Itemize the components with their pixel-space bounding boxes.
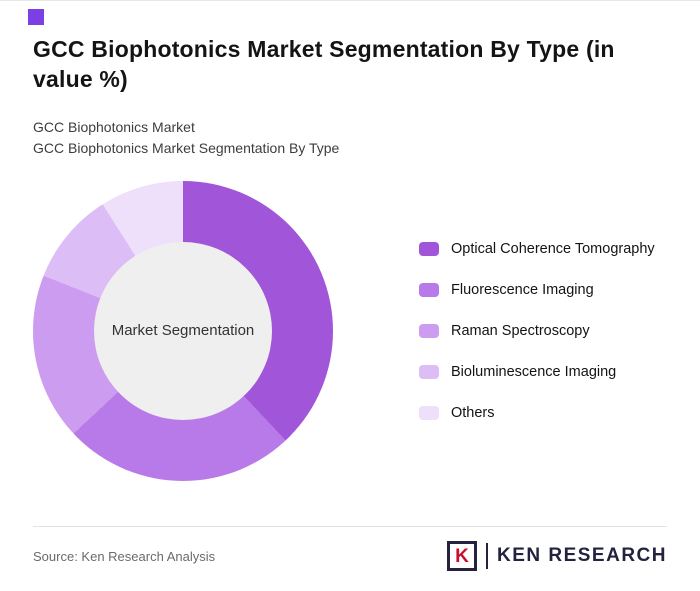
legend-item: Others <box>419 405 655 421</box>
footer-divider <box>33 526 667 527</box>
header: GCC Biophotonics Market Segmentation By … <box>0 1 700 159</box>
subtitle-segmentation: GCC Biophotonics Market Segmentation By … <box>33 139 340 156</box>
legend-label: Others <box>451 404 495 421</box>
source-note: Source: Ken Research Analysis <box>33 548 216 564</box>
legend-swatch <box>419 241 439 256</box>
legend-swatch <box>419 364 439 379</box>
page-title: GCC Biophotonics Market Segmentation By … <box>33 36 615 92</box>
legend-item: Optical Coherence Tomography <box>419 241 655 257</box>
legend-label: Raman Spectroscopy <box>451 322 590 339</box>
donut-chart-wrapper: Market Segmentation <box>33 180 333 481</box>
donut-hole: Market Segmentation <box>94 241 272 420</box>
chart-area: Market Segmentation Optical Coherence To… <box>0 180 700 481</box>
legend-label: Bioluminescence Imaging <box>451 363 617 380</box>
legend-swatch <box>419 323 439 338</box>
legend-swatch <box>419 282 439 297</box>
legend-label: Optical Coherence Tomography <box>451 240 655 257</box>
subtitle-market: GCC Biophotonics Market <box>33 118 195 135</box>
legend-label: Fluorescence Imaging <box>451 281 594 298</box>
legend: Optical Coherence Tomography Fluorescence… <box>419 241 655 421</box>
chart-subtitles: GCC Biophotonics Market GCC Biophotonics… <box>33 117 667 159</box>
donut-center-label: Market Segmentation <box>111 322 255 340</box>
logo-wordmark: KEN RESEARCH <box>496 545 667 566</box>
brand-accent-square <box>28 9 44 25</box>
logo-k-letter: K <box>455 545 469 567</box>
logo-divider-bar <box>485 543 488 569</box>
footer: Source: Ken Research Analysis K KEN RESE… <box>33 526 667 571</box>
legend-item: Fluorescence Imaging <box>419 282 655 298</box>
ken-research-logo: K KEN RESEARCH <box>446 541 667 571</box>
legend-swatch <box>419 405 439 420</box>
legend-item: Raman Spectroscopy <box>419 323 655 339</box>
logo-k-box: K <box>446 541 477 571</box>
legend-item: Bioluminescence Imaging <box>419 364 655 380</box>
